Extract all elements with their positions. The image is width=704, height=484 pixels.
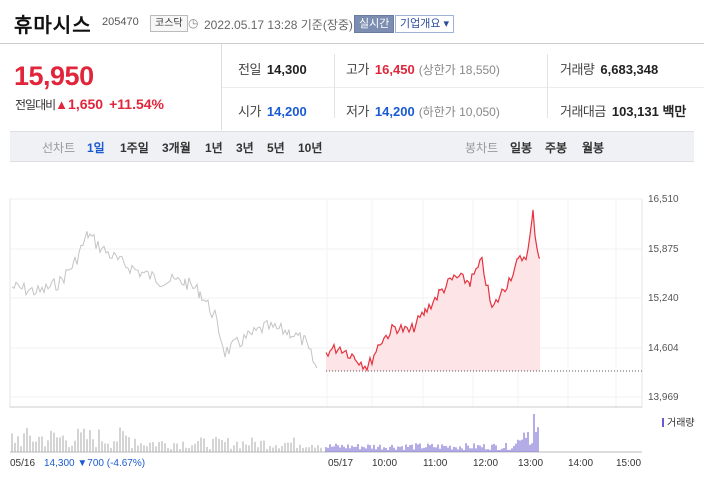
company-info-dropdown[interactable]: 기업개요 ▾ [395, 15, 455, 33]
stat-label: 저가 [346, 104, 369, 119]
stat-label: 거래량 [560, 62, 595, 77]
y-tick-label: 15,875 [648, 244, 679, 255]
y-tick-label: 16,510 [648, 194, 679, 205]
tab-candle-monthly[interactable]: 월봉 [582, 141, 605, 155]
chart-tab-bar: 선차트 1일 1주일 3개월 1년 3년 5년 10년 봉차트 일봉 주봉 월봉 [10, 131, 694, 162]
stats-panel: 전일 14,300 고가 16,450 (상한가 18,550) 거래량 6,683,3… [222, 44, 704, 130]
lower-limit: (하한가 10,050) [418, 105, 500, 119]
stat-label: 시가 [238, 104, 261, 119]
tab-range-3y[interactable]: 3년 [236, 141, 254, 155]
stock-header: 휴마시스 205470 코스닥 ◷ 2022.05.17 13:28 기준(장중… [0, 0, 704, 44]
stats-divider [222, 87, 704, 88]
x-tick-label: 10:00 [372, 458, 398, 469]
price-panel: 15,950 전일대비▲1,650 +11.54% [0, 44, 222, 130]
prev-day-change: ▼700 (-4.67%) [77, 458, 146, 469]
stat-amount: 거래대금 103,131 백만 [560, 101, 686, 120]
stats-separator [547, 54, 548, 118]
stats-separator [334, 54, 335, 118]
stat-high: 고가 16,450 (상한가 18,550) [346, 59, 500, 78]
prev-day-close: 14,300 [44, 458, 75, 469]
x-tick-label: 15:00 [616, 458, 642, 469]
change-percent: +11.54% [109, 96, 164, 112]
volume-legend: 거래량 [662, 414, 695, 429]
change-label: 전일대비 [15, 98, 56, 112]
stock-code: 205470 [102, 16, 139, 28]
upper-limit: (상한가 18,550) [418, 63, 500, 77]
price-chart-svg [9, 198, 643, 453]
line-chart-label: 선차트 [42, 141, 76, 155]
x-tick-label: 12:00 [473, 458, 499, 469]
stat-value: 14,200 [374, 104, 415, 119]
stat-value: 103,131 백만 [611, 104, 687, 119]
stat-label: 거래대금 [560, 104, 606, 119]
stat-prev-close: 전일 14,300 [238, 59, 307, 78]
stat-label: 고가 [346, 62, 369, 77]
stat-value: 6,683,348 [600, 62, 659, 77]
candle-chart-label: 봉차트 [465, 141, 499, 155]
quote-datetime: 2022.05.17 13:28 기준(장중) [204, 18, 353, 32]
y-tick-label: 14,604 [648, 343, 679, 354]
stat-volume: 거래량 6,683,348 [560, 59, 658, 78]
stat-value: 14,200 [266, 104, 307, 119]
today-price-area [326, 209, 540, 371]
today-price-line [325, 209, 541, 372]
stat-label: 전일 [238, 62, 261, 77]
stock-name: 휴마시스 [14, 15, 92, 37]
y-tick-label: 13,969 [648, 392, 679, 403]
x-tick-label: 05/17 [328, 458, 354, 469]
change-value: 1,650 [68, 96, 104, 112]
tab-range-3m[interactable]: 3개월 [162, 141, 191, 155]
market-badge: 코스닥 [150, 15, 188, 32]
up-triangle-icon: ▲ [55, 97, 69, 112]
intraday-chart[interactable]: 16,510 15,875 15,240 14,604 13,969 거래량 0… [0, 162, 704, 484]
tab-range-10y[interactable]: 10년 [298, 141, 323, 155]
stat-value: 16,450 [374, 62, 415, 77]
plot-frame [9, 198, 643, 408]
stat-low: 저가 14,200 (하한가 10,050) [346, 101, 500, 120]
realtime-button[interactable]: 실시간 [354, 15, 395, 33]
tab-candle-weekly[interactable]: 주봉 [545, 141, 568, 155]
stat-value: 14,300 [266, 62, 307, 77]
prev-day-price-line [11, 231, 318, 369]
price-change-row: 전일대비▲1,650 +11.54% [15, 96, 164, 113]
tab-range-1y[interactable]: 1년 [205, 141, 223, 155]
x-tick-label: 13:00 [518, 458, 544, 469]
tab-candle-daily[interactable]: 일봉 [510, 141, 533, 155]
clock-icon: ◷ [188, 16, 199, 30]
x-tick-label: 05/16 [10, 458, 36, 469]
tab-range-1w[interactable]: 1주일 [120, 141, 149, 155]
volume-legend-swatch [662, 418, 664, 427]
volume-legend-label: 거래량 [667, 418, 695, 429]
current-price: 15,950 [14, 61, 94, 91]
tab-range-5y[interactable]: 5년 [267, 141, 285, 155]
tab-range-1d[interactable]: 1일 [87, 141, 105, 155]
x-tick-label: 14:00 [568, 458, 594, 469]
stat-open: 시가 14,200 [238, 101, 307, 120]
x-tick-label: 11:00 [423, 458, 448, 469]
y-tick-label: 15,240 [648, 293, 679, 304]
prev-day-summary: 14,300 ▼700 (-4.67%) [44, 458, 145, 469]
